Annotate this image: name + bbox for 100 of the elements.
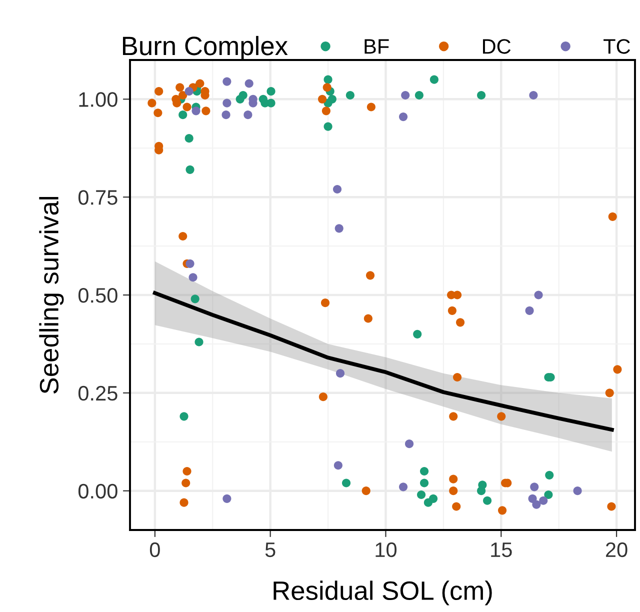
point (413, 330, 422, 338)
point (366, 102, 376, 112)
y-axis-title: Seedling survival (39, 197, 64, 394)
point (182, 478, 190, 488)
point (244, 79, 254, 88)
y-tick-label: 1.00 (79, 92, 118, 107)
point (186, 165, 194, 174)
legend-label: TC (604, 39, 630, 54)
point (178, 232, 188, 241)
point (192, 106, 200, 116)
point (188, 273, 198, 282)
point (202, 106, 210, 116)
point (404, 440, 414, 448)
point (453, 290, 462, 300)
point (529, 90, 538, 100)
point (525, 306, 534, 315)
point (318, 94, 327, 104)
point (532, 500, 541, 509)
point (190, 294, 200, 304)
point (196, 79, 204, 88)
point (324, 75, 332, 84)
point (154, 108, 162, 118)
point (180, 412, 188, 421)
point (416, 490, 426, 500)
point (545, 470, 554, 480)
point (498, 506, 507, 515)
point (362, 486, 370, 496)
point (420, 466, 429, 476)
x-tick-label: 20 (606, 542, 628, 558)
x-tick-label: 10 (376, 542, 397, 558)
point (238, 90, 248, 100)
point (334, 461, 342, 470)
point (401, 90, 410, 100)
point (539, 496, 548, 505)
point (266, 87, 276, 96)
point (322, 83, 332, 92)
point (184, 87, 194, 96)
point (398, 482, 408, 492)
point (366, 271, 375, 280)
point (180, 498, 188, 507)
point (184, 134, 194, 143)
y-tick-label: 0.25 (78, 386, 118, 401)
point (448, 306, 456, 315)
point (320, 298, 330, 308)
y-tick-label: 0.75 (78, 190, 118, 205)
point (244, 110, 252, 120)
point (483, 496, 492, 505)
legend-label: BF (364, 39, 389, 54)
point (497, 412, 506, 421)
point (222, 77, 232, 86)
point (334, 224, 344, 233)
point (477, 486, 486, 496)
point (430, 75, 438, 84)
line-series (152, 291, 614, 432)
point (222, 98, 232, 108)
point (452, 502, 461, 511)
point (178, 90, 188, 100)
legend-title: Burn Complex (122, 36, 288, 61)
point (528, 494, 537, 503)
point (186, 259, 194, 268)
point (364, 314, 372, 323)
x-axis-title: Residual SOL (cm) (274, 580, 492, 606)
point (182, 466, 192, 476)
point (148, 98, 156, 108)
point (322, 106, 330, 116)
point (154, 87, 164, 96)
point (449, 486, 458, 496)
x-tick-label: 0 (150, 542, 160, 558)
point (420, 478, 429, 488)
point (544, 490, 553, 500)
point (336, 369, 345, 378)
legend-label: DC (483, 39, 511, 54)
point (456, 318, 465, 327)
x-tick-label: 5 (265, 542, 276, 558)
point (605, 388, 614, 398)
point (428, 494, 438, 503)
point (342, 478, 351, 488)
point (318, 392, 328, 402)
point (222, 494, 232, 503)
point (398, 112, 408, 122)
point (530, 482, 539, 492)
point (453, 372, 462, 382)
y-tick-label: 0.00 (78, 484, 118, 499)
point (573, 486, 582, 496)
point (346, 90, 354, 100)
y-tick-label: 0.50 (78, 288, 118, 303)
point (613, 365, 622, 374)
point (176, 83, 184, 92)
point (332, 184, 342, 194)
point (449, 412, 458, 421)
point (608, 212, 617, 221)
point (178, 110, 188, 120)
point (477, 90, 486, 100)
point (194, 338, 204, 346)
x-tick-label: 15 (491, 542, 512, 558)
point (607, 502, 616, 511)
point (449, 474, 458, 484)
point (222, 110, 230, 120)
point (414, 90, 424, 100)
point (534, 290, 543, 300)
